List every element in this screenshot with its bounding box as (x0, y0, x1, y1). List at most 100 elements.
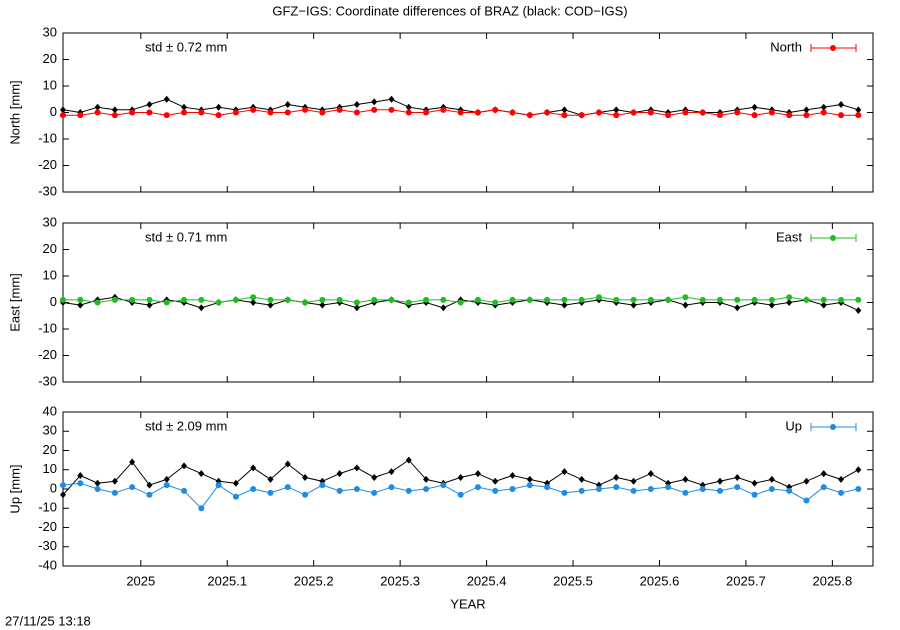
data-point (786, 112, 793, 119)
data-point (751, 103, 758, 111)
data-point (855, 112, 862, 119)
y-axis-label: North [mm] (7, 80, 22, 144)
data-point (544, 109, 551, 116)
data-point (146, 491, 153, 498)
x-axis-label: YEAR (450, 596, 485, 611)
data-point (716, 487, 723, 494)
data-point (302, 106, 309, 113)
data-point (613, 484, 620, 491)
data-point (699, 486, 706, 492)
data-point (457, 473, 464, 481)
data-point (215, 103, 222, 111)
data-point (838, 101, 845, 109)
data-point (544, 296, 551, 303)
data-point (250, 299, 257, 306)
legend-marker (830, 424, 836, 430)
data-point (250, 486, 257, 492)
data-point (820, 109, 827, 116)
y-tick-label: 10 (43, 267, 57, 282)
data-point (682, 489, 689, 496)
data-point (613, 106, 620, 114)
data-point (838, 475, 845, 483)
y-tick-label: 20 (43, 442, 57, 457)
data-point (492, 487, 499, 494)
data-point (820, 484, 827, 491)
data-point (751, 112, 758, 119)
data-point (94, 109, 101, 116)
data-point (526, 296, 533, 303)
data-point (250, 464, 257, 472)
data-point (474, 296, 481, 303)
data-point (60, 106, 66, 114)
data-point (284, 101, 291, 109)
y-tick-label: 40 (43, 403, 57, 418)
data-point (855, 466, 862, 474)
data-point (232, 493, 239, 500)
data-point (388, 296, 395, 303)
data-point (388, 484, 395, 491)
data-point (734, 109, 741, 116)
data-point (734, 473, 741, 481)
data-point (613, 112, 620, 119)
data-point (855, 486, 862, 492)
data-point (682, 475, 689, 483)
data-point (768, 475, 775, 483)
y-tick-label: -20 (38, 157, 57, 172)
data-point (768, 486, 775, 492)
data-point (509, 296, 516, 303)
y-tick-label: 10 (43, 461, 57, 476)
data-point (94, 103, 101, 111)
data-point (647, 109, 654, 116)
data-point (768, 301, 775, 309)
data-point (716, 477, 723, 485)
y-tick-label: 0 (50, 480, 57, 495)
legend-marker (830, 45, 836, 51)
data-point (353, 304, 360, 312)
data-point (353, 109, 360, 116)
timestamp: 27/11/25 13:18 (5, 613, 91, 628)
legend-marker (830, 235, 836, 241)
data-point (353, 101, 360, 109)
data-point (716, 296, 723, 303)
legend-label: Up (785, 418, 802, 433)
data-point (768, 296, 775, 303)
data-point (820, 301, 827, 309)
data-point (561, 112, 568, 119)
series (60, 480, 862, 512)
data-point (111, 489, 118, 496)
data-point (336, 487, 343, 494)
data-point (457, 299, 464, 306)
data-point (578, 487, 585, 494)
data-point (302, 491, 309, 498)
data-point (647, 470, 654, 478)
data-point (388, 468, 395, 476)
data-point (77, 301, 84, 309)
data-point (198, 470, 205, 478)
data-point (129, 109, 136, 116)
data-point (250, 294, 257, 301)
data-point (284, 109, 291, 116)
data-point (198, 296, 205, 303)
data-point (509, 472, 516, 480)
data-point (630, 477, 637, 485)
y-axis-label: Up [mm] (7, 464, 22, 513)
data-point (284, 460, 291, 468)
y-tick-label: 30 (43, 214, 57, 229)
data-point (129, 458, 136, 466)
data-point (630, 109, 637, 116)
data-point (77, 472, 84, 480)
data-point (440, 296, 447, 303)
data-point (440, 304, 447, 312)
data-point (353, 464, 360, 472)
data-point (682, 301, 689, 309)
data-point (561, 489, 568, 496)
data-point (751, 479, 758, 487)
data-point (820, 103, 827, 111)
data-point (111, 112, 118, 119)
data-point (405, 456, 412, 464)
series (60, 106, 862, 119)
data-point (60, 296, 66, 303)
data-point (198, 505, 205, 512)
data-point (146, 481, 153, 489)
